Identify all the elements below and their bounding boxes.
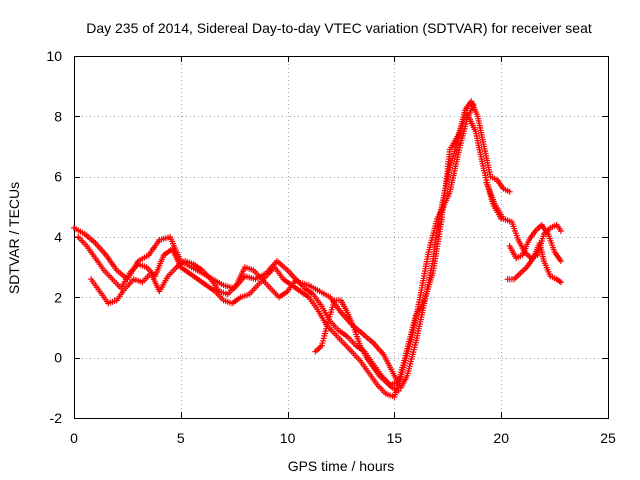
data-points (71, 98, 564, 400)
chart-title: Day 235 of 2014, Sidereal Day-to-day VTE… (86, 20, 592, 36)
y-tick-label: 8 (54, 108, 62, 124)
y-tick-labels: -2 0 2 4 6 8 10 (46, 48, 62, 426)
axis-ticks (74, 56, 609, 419)
y-tick-label: 4 (54, 229, 62, 245)
y-tick-label: 6 (54, 169, 62, 185)
x-tick-label: 25 (600, 430, 616, 446)
y-tick-label: 2 (54, 289, 62, 305)
x-tick-label: 10 (280, 430, 296, 446)
x-tick-labels: 0 5 10 15 20 25 (70, 430, 616, 446)
x-axis-label: GPS time / hours (288, 458, 395, 474)
series-markers (71, 98, 564, 400)
x-tick-label: 5 (177, 430, 185, 446)
x-tick-label: 0 (70, 430, 78, 446)
y-tick-label: 10 (46, 48, 62, 64)
y-tick-label: -2 (50, 410, 63, 426)
grid-lines (74, 56, 608, 418)
y-axis-label: SDTVAR / TECUs (6, 182, 22, 294)
x-tick-label: 15 (387, 430, 403, 446)
x-tick-label: 20 (493, 430, 509, 446)
y-tick-label: 0 (54, 350, 62, 366)
